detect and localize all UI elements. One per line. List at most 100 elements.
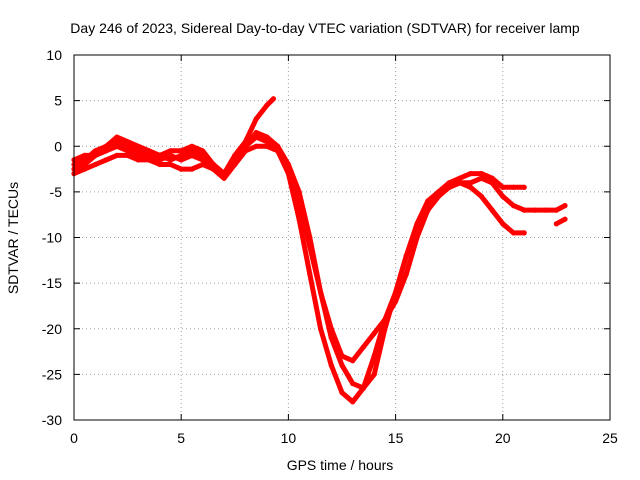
data-point [318, 289, 324, 295]
y-axis-label: SDTVAR / TECUs [5, 182, 21, 294]
data-point [510, 230, 517, 236]
data-point [125, 139, 131, 145]
data-point [318, 326, 324, 332]
data-point [457, 180, 463, 186]
data-point [468, 184, 474, 190]
data-point [562, 216, 568, 222]
data-point [285, 166, 291, 172]
data-point [264, 102, 270, 108]
y-tick-label: -15 [42, 275, 62, 291]
data-point [167, 161, 174, 168]
data-point [307, 271, 313, 277]
data-point [253, 134, 259, 140]
data-point [350, 358, 356, 364]
data-point [478, 175, 484, 181]
data-point [403, 253, 409, 259]
y-tick-label: 5 [54, 93, 62, 109]
data-point [393, 298, 399, 304]
x-axis-label: GPS time / hours [287, 457, 394, 473]
x-tick-label: 25 [602, 430, 618, 446]
data-point [232, 157, 238, 163]
data-point [189, 143, 195, 149]
data-point [478, 193, 484, 199]
data-point [532, 207, 538, 213]
data-point [500, 221, 506, 227]
data-point [521, 207, 527, 213]
data-point [425, 207, 431, 213]
data-point [221, 175, 227, 181]
data-point [328, 362, 334, 368]
data-point [189, 152, 195, 158]
data-point [510, 203, 517, 209]
ticks: 0 5 10 15 20 25 -30 -25 -20 -15 -10 -5 0 5 10 [42, 47, 618, 446]
data-point [296, 216, 302, 222]
y-tick-label: -20 [42, 321, 62, 337]
chart-title: Day 246 of 2023, Sidereal Day-to-day VTE… [70, 20, 580, 36]
data-point [371, 353, 377, 359]
series-layer [71, 96, 568, 405]
series-track-5 [553, 216, 568, 227]
data-point [468, 180, 474, 186]
data-point [521, 230, 527, 236]
data-point [350, 399, 356, 405]
data-point [350, 380, 356, 387]
y-tick-label: -5 [50, 184, 63, 200]
data-point [178, 166, 184, 172]
data-point [200, 148, 206, 154]
data-point [270, 96, 276, 102]
series-track-3 [71, 143, 568, 405]
data-point [382, 317, 388, 323]
data-point [114, 134, 120, 140]
data-point [200, 161, 206, 168]
data-point [435, 189, 442, 195]
data-point [403, 271, 409, 277]
data-point [468, 171, 474, 177]
y-tick-label: -30 [42, 412, 62, 428]
data-point [92, 152, 98, 158]
data-point [553, 207, 560, 213]
data-point [521, 184, 527, 190]
data-point [360, 344, 366, 350]
data-point [371, 330, 377, 336]
data-point [146, 148, 152, 154]
x-tick-label: 10 [281, 430, 297, 446]
data-point [103, 148, 109, 154]
data-point [253, 116, 259, 122]
data-point [500, 193, 506, 199]
data-point [478, 171, 484, 177]
data-point [157, 157, 163, 163]
data-point [562, 203, 568, 209]
data-point [114, 143, 120, 149]
data-point [371, 371, 377, 377]
y-tick-label: 0 [54, 138, 62, 154]
data-point [425, 198, 431, 204]
data-point [125, 148, 131, 154]
data-point [275, 148, 281, 154]
series-track-4 [71, 134, 527, 364]
grid [74, 55, 610, 420]
data-point [296, 198, 302, 204]
data-point [103, 157, 109, 163]
data-point [114, 152, 120, 158]
data-point [189, 148, 195, 154]
data-point [167, 152, 174, 158]
y-tick-label: -25 [42, 366, 62, 382]
data-point [178, 148, 184, 154]
data-point [543, 207, 549, 213]
data-point [146, 157, 152, 163]
data-point [264, 134, 270, 140]
data-point [339, 390, 345, 396]
data-point [125, 152, 131, 158]
data-point [446, 180, 452, 186]
data-point [414, 234, 420, 241]
data-point [360, 385, 366, 391]
data-point [242, 143, 249, 149]
data-point [307, 244, 313, 250]
x-tick-label: 20 [495, 430, 511, 446]
data-point [135, 152, 141, 158]
y-tick-label: -10 [42, 230, 62, 246]
data-point [92, 161, 98, 168]
data-point [500, 184, 506, 190]
